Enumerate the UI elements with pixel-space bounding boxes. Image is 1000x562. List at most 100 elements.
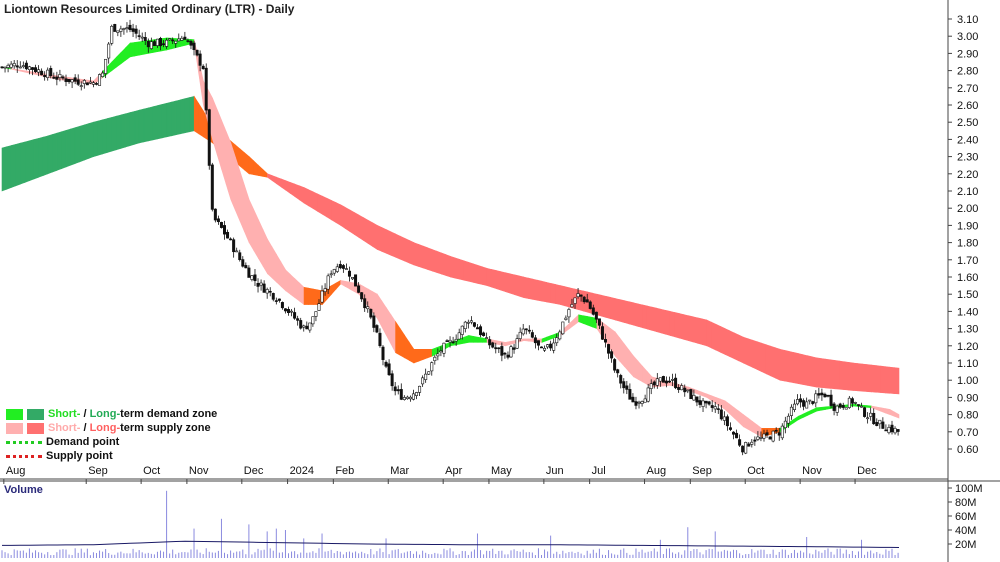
long-zone-segment [738,334,744,364]
short-zone-segment [733,407,740,424]
candle-body [305,325,309,330]
candle-body [579,294,583,297]
short-zone-segment [820,406,827,411]
short-zone-segment [825,406,831,410]
candle-body [844,407,848,410]
short-zone-segment [276,253,282,288]
legend-supply-zone: Short- / Long- term supply zone [6,421,217,435]
long-zone-segment [65,128,71,168]
long-zone-segment [633,302,639,327]
long-zone-segment [312,191,319,212]
long-zone-segment [463,260,470,282]
candle-body [503,352,507,355]
long-zone-segment [180,98,186,135]
long-zone-segment [724,328,730,358]
candle-body [149,41,153,49]
short-zone-segment [413,348,419,364]
short-zone-segment [463,335,470,344]
candle-body [591,307,595,315]
month-tick-label: 2024 [290,465,314,477]
candle-body [884,429,888,432]
long-zone-segment [363,217,369,245]
candle-body [219,222,223,228]
long-zone-segment [376,224,383,252]
candle-body [771,430,775,442]
price-axis: 3.10 3.00 2.90 2.80 2.70 2.60 2.50 2.40 2.30 2.20… [948,14,978,456]
candle-body [55,76,59,80]
candle-body [49,68,53,76]
long-zone-segment [747,338,753,368]
candle-body [259,282,263,286]
short-zone-segment [134,41,140,57]
candle-body [283,308,287,312]
candle-body [195,49,199,56]
long-zone-segment [427,247,433,272]
short-zone-segment [578,314,584,324]
candle-body [619,375,623,384]
candle-body [573,297,577,304]
candle-body [122,28,126,30]
candle-body [323,288,327,292]
candle-body [817,393,821,396]
short-zone-segment [573,314,579,326]
long-zone-segment [715,323,721,353]
candle-body [421,377,425,385]
long-zone-segment [454,257,460,280]
volume-tick-label: 60M [955,511,976,523]
candle-body [728,427,732,430]
candle-body [576,293,580,297]
candle-body [271,293,275,300]
legend-separator: / [80,408,90,420]
short-zone-segment [569,318,575,330]
candle-body [643,398,647,403]
long-zone-segment [93,120,99,158]
long-zone-segment [157,104,163,140]
candle-body [765,432,769,436]
long-zone-segment [825,358,831,389]
short-zone-segment [20,69,26,73]
candle-body [442,342,446,354]
long-zone-segment [290,181,296,198]
candle-body [814,393,818,404]
candle-body [850,398,854,404]
long-zone-segment [550,283,557,305]
candle-body [274,300,278,302]
candle-body [494,347,498,350]
short-zone-segment [225,131,232,200]
candle-body [872,412,876,425]
candle-body [64,78,68,82]
candle-body [128,24,132,30]
candle-body [235,250,239,253]
long-zone-segment [171,100,177,137]
short-zone-segment [335,279,341,290]
month-tick-label: Oct [747,465,764,477]
long-zone-segment [614,298,621,322]
long-zone-segment [88,121,94,159]
candle-body [637,401,641,404]
candle-body [585,299,589,303]
candle-body [805,401,809,409]
candle-body [67,78,71,83]
candle-body [558,331,562,340]
candle-body [847,397,851,408]
long-zone-segment [276,176,282,188]
long-zone-segment [802,354,808,386]
candle-body [792,403,796,410]
short-zone-segment [33,71,39,76]
volume-tick-label: 40M [955,525,976,537]
long-zone-segment [445,254,451,278]
long-zone-segment [331,199,337,224]
legend-supply-rest: term supply zone [120,422,211,434]
candle-body [774,429,778,432]
candle-body [332,269,336,274]
long-zone-segment [450,255,456,279]
month-tick-label: Nov [189,465,209,477]
candle-body [375,325,379,333]
candle-body [424,373,428,380]
candle-body [725,416,729,427]
short-zone-segment [395,320,401,356]
short-zone-segment [523,338,529,342]
price-tick-label: 2.30 [957,152,978,164]
candle-body [213,208,217,221]
long-zone-segment [518,275,525,299]
